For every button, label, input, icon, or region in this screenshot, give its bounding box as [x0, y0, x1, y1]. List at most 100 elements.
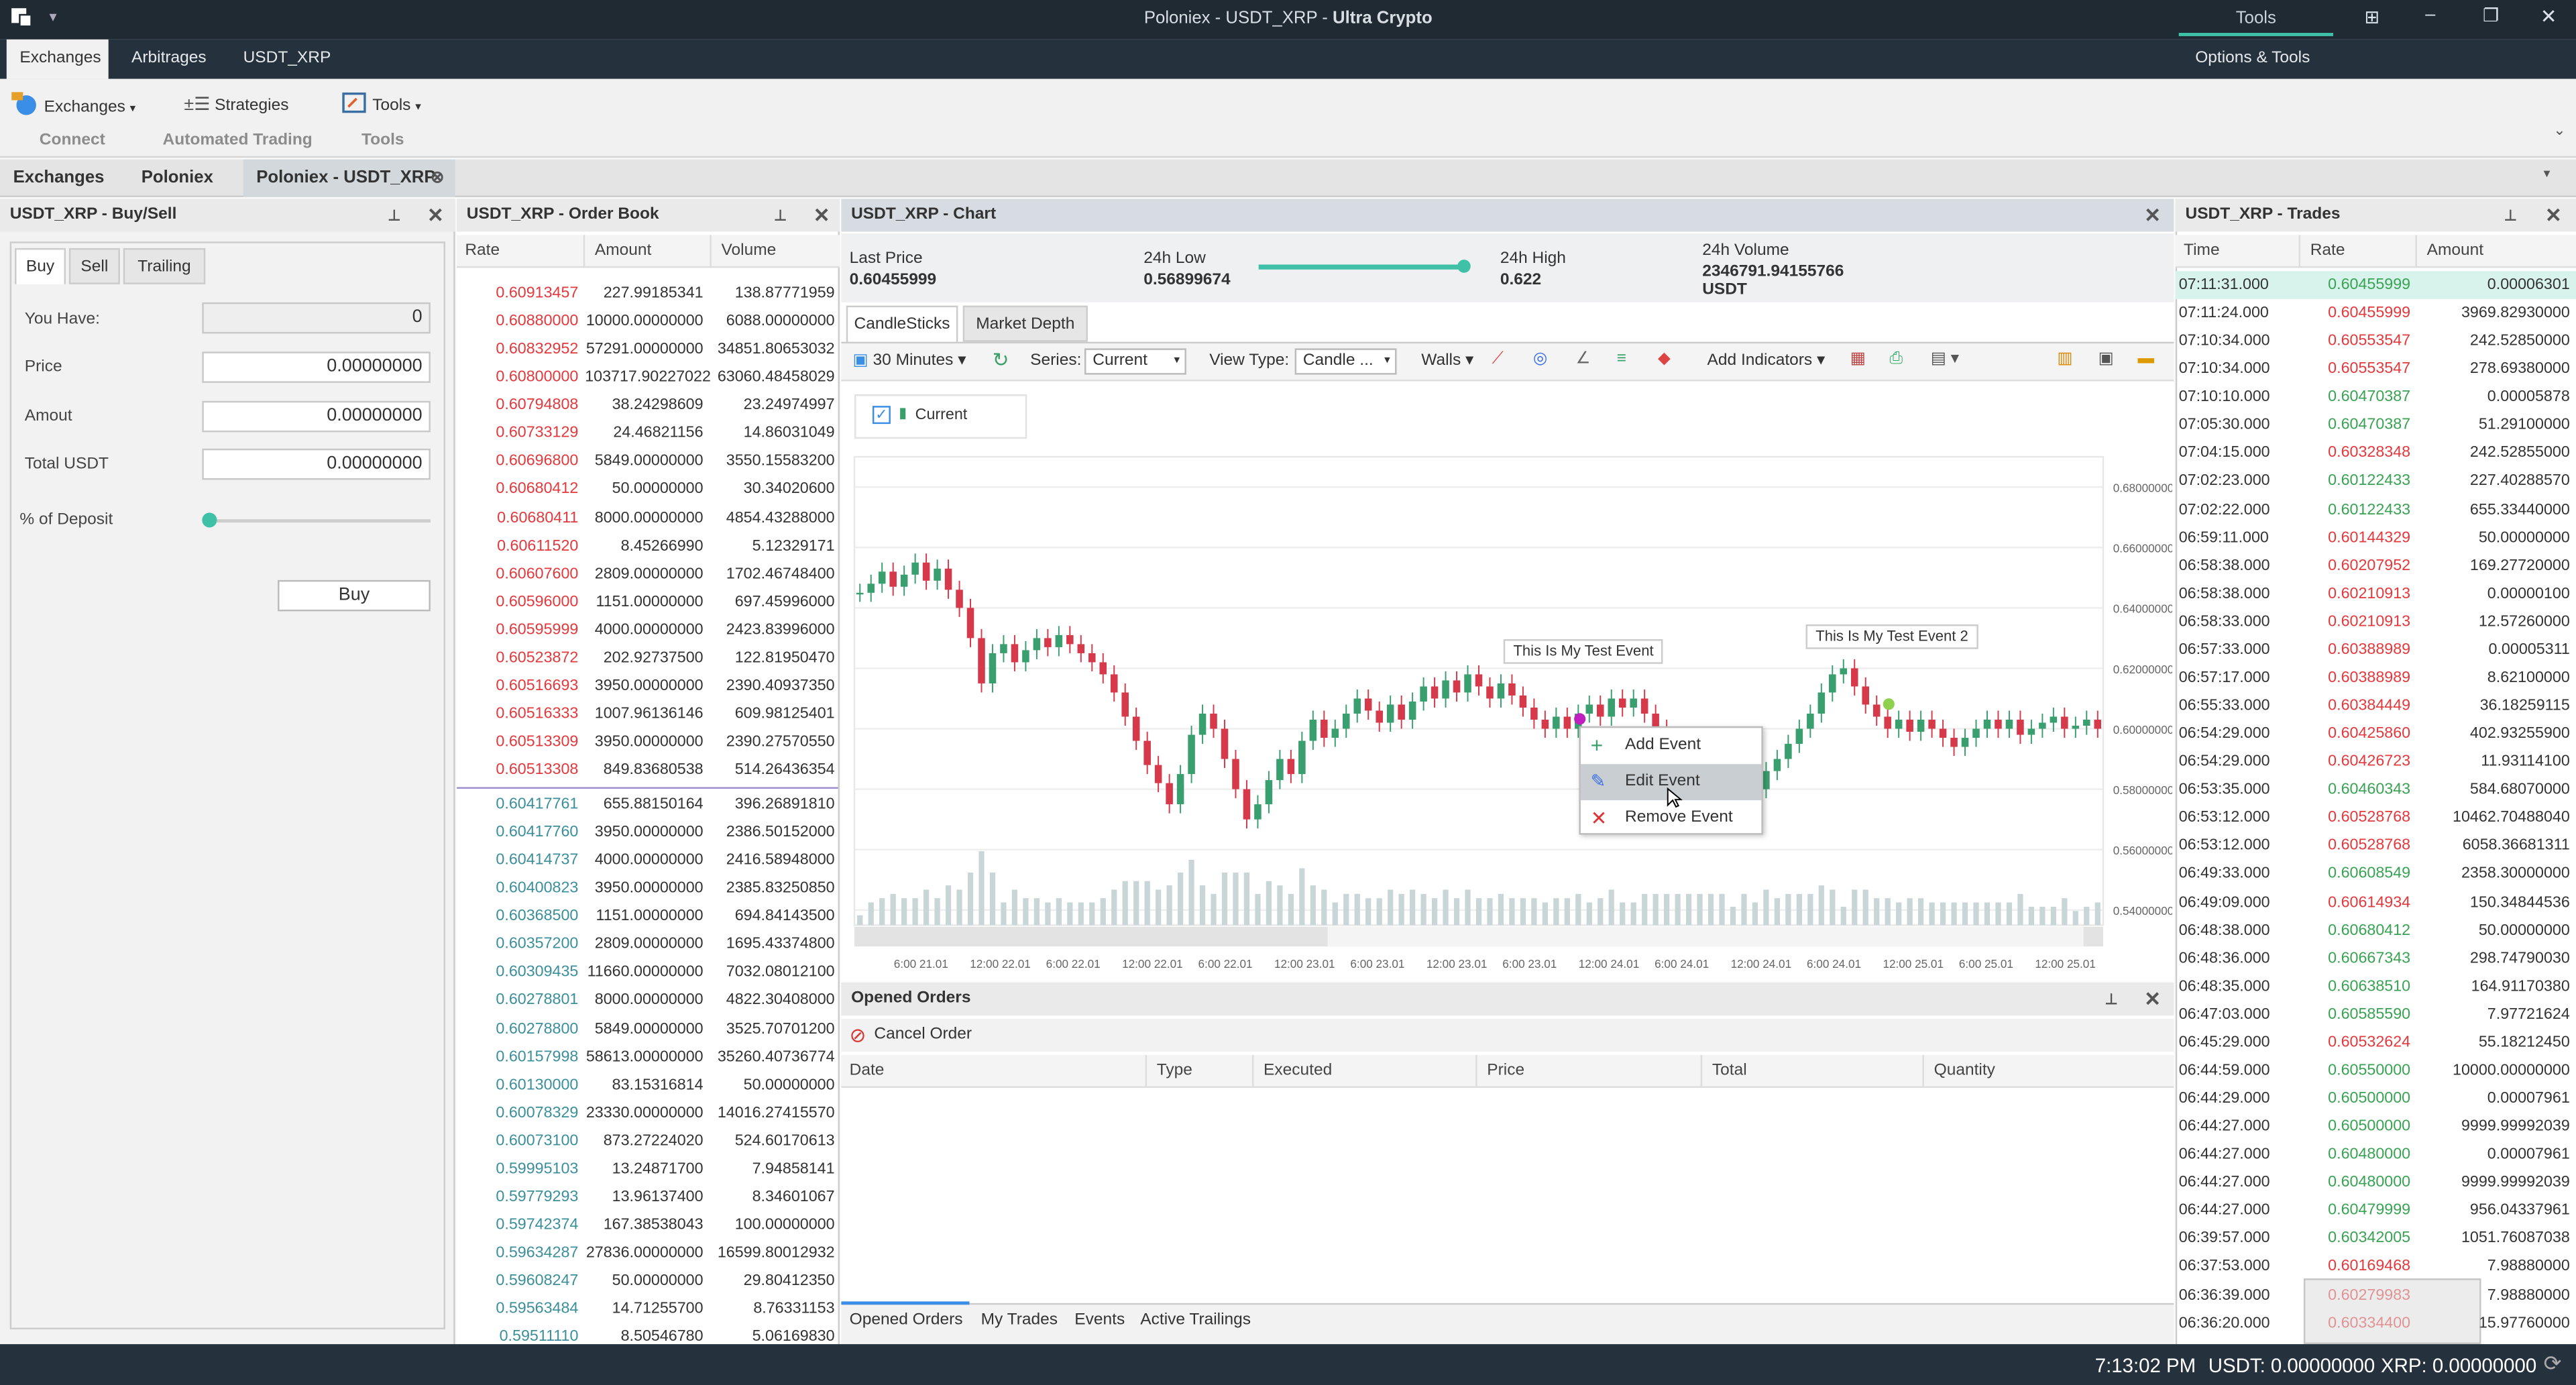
tab-my-trades[interactable]: My Trades — [981, 1311, 1058, 1330]
candle-body[interactable] — [1143, 740, 1151, 765]
candle-body[interactable] — [1475, 674, 1483, 687]
trade-row[interactable]: 06:59:11.000 0.60144329 50.00000000 — [2176, 524, 2576, 552]
candle-body[interactable] — [1243, 789, 1251, 820]
candle-body[interactable] — [856, 592, 864, 595]
order-book-row[interactable]: 0.60607600 2809.00000000 1702.46748400 — [457, 560, 838, 588]
candle-body[interactable] — [1386, 704, 1394, 723]
pin-icon[interactable]: ⊥ — [773, 207, 787, 224]
event-label-1[interactable]: This Is My Test Event — [1503, 639, 1664, 664]
candle-body[interactable] — [1287, 759, 1295, 775]
candle-body[interactable] — [2027, 728, 2035, 735]
col-date[interactable]: Date — [849, 1061, 885, 1080]
order-book-row[interactable]: 0.60595999 4000.00000000 2423.83996000 — [457, 616, 838, 644]
save-icon[interactable]: ▣ — [2098, 349, 2114, 368]
trade-row[interactable]: 06:54:29.000 0.60426723 11.93114100 — [2176, 748, 2576, 776]
layout-icon[interactable]: ⊞ — [2364, 8, 2380, 28]
candle-body[interactable] — [1188, 734, 1195, 775]
order-book-row[interactable]: 0.59634287 27836.00000000 16599.80012932 — [457, 1239, 838, 1268]
candle-body[interactable] — [1221, 728, 1229, 759]
candle-body[interactable] — [1995, 720, 2002, 729]
order-book-row[interactable]: 0.60078329 23330.00000000 14016.27415570 — [457, 1099, 838, 1127]
candle-body[interactable] — [978, 638, 985, 683]
event-marker-1[interactable] — [1574, 713, 1586, 725]
order-book-row[interactable]: 0.60278801 8000.00000000 4822.30408000 — [457, 987, 838, 1015]
chart-scroll-thumb[interactable] — [1327, 926, 2084, 947]
candle-body[interactable] — [2094, 720, 2102, 729]
candle-body[interactable] — [1232, 759, 1239, 789]
candle-body[interactable] — [1608, 698, 1616, 717]
trade-row[interactable]: 06:39:57.000 0.60342005 1051.76087038 — [2176, 1225, 2576, 1253]
candle-body[interactable] — [1298, 740, 1306, 775]
candlestick-chart[interactable]: 0.68000000 0.66000000 0.64000000 0.62000000… — [848, 447, 2172, 976]
col-executed[interactable]: Executed — [1251, 1054, 1332, 1088]
trade-row[interactable]: 06:54:29.000 0.60425860 402.93255900 — [2176, 720, 2576, 748]
candle-body[interactable] — [1154, 765, 1162, 783]
export-icon[interactable]: ▦ — [1850, 349, 1866, 368]
candle-body[interactable] — [1353, 698, 1361, 714]
candle-body[interactable] — [1121, 692, 1129, 717]
series-dropdown[interactable]: Current ▾ — [1084, 348, 1186, 375]
pin-icon[interactable]: ⊥ — [2504, 207, 2518, 224]
order-book-row[interactable]: 0.60513309 3950.00000000 2390.27570550 — [457, 728, 838, 757]
candle-body[interactable] — [1652, 714, 1659, 729]
order-book-row[interactable]: 0.60680411 8000.00000000 4854.43288000 — [457, 504, 838, 532]
candle-body[interactable] — [1486, 686, 1494, 699]
trade-row[interactable]: 06:36:20.0000.6033440015.97760000 — [2176, 1309, 2576, 1337]
candle-body[interactable] — [867, 584, 875, 593]
trade-row[interactable]: 06:49:09.000 0.60614934 150.34844536 — [2176, 888, 2576, 916]
trade-row[interactable]: 06:57:17.000 0.60388989 8.62100000 — [2176, 664, 2576, 692]
candle-body[interactable] — [1265, 780, 1273, 805]
candle-body[interactable] — [1254, 804, 1262, 820]
order-book-row[interactable]: 0.60913457 227.99185341 138.87771959 — [457, 280, 838, 308]
candle-body[interactable] — [966, 608, 974, 639]
trade-row[interactable]: 06:48:38.000 0.60680412 50.00000000 — [2176, 916, 2576, 944]
trade-row[interactable]: 07:02:22.000 0.60122433 655.33440000 — [2176, 496, 2576, 524]
order-book-row[interactable]: 0.60368500 1151.00000000 694.84143500 — [457, 903, 838, 931]
candle-body[interactable] — [1872, 704, 1881, 717]
candle-body[interactable] — [1066, 634, 1074, 645]
trade-row[interactable]: 07:02:23.000 0.60122433 227.40288570 — [2176, 467, 2576, 496]
candle-body[interactable] — [1530, 708, 1538, 720]
menu-remove-event[interactable]: ✕ Remove Event — [1581, 800, 1762, 836]
trade-row[interactable]: 06:48:35.000 0.60638510 164.91170380 — [2176, 973, 2576, 1001]
trade-row[interactable]: 07:05:30.000 0.60470387 51.29100000 — [2176, 411, 2576, 439]
buy-button[interactable]: Buy — [278, 579, 431, 612]
trendline-icon[interactable]: ⟋ — [1492, 349, 1504, 368]
candle-body[interactable] — [2039, 722, 2046, 729]
candle-body[interactable] — [1972, 728, 1980, 738]
trade-row[interactable]: 06:58:38.000 0.60207952 169.27720000 — [2176, 551, 2576, 579]
candle-body[interactable] — [989, 653, 997, 683]
candle-body[interactable] — [1630, 698, 1637, 708]
lines-icon[interactable]: ≡ — [1616, 349, 1627, 368]
close-panel-icon[interactable]: ✕ — [2144, 987, 2161, 1011]
candle-body[interactable] — [956, 590, 963, 608]
trade-row[interactable]: 06:55:33.000 0.60384449 36.18259115 — [2176, 692, 2576, 720]
refresh-icon[interactable]: ↻ — [992, 348, 1009, 372]
candle-body[interactable] — [944, 568, 952, 590]
tab-active-trailings[interactable]: Active Trailings — [1140, 1311, 1251, 1330]
total-field[interactable]: 0.00000000 — [202, 448, 431, 480]
trade-row[interactable]: 06:44:27.000 0.60480000 9999.99992039 — [2176, 1169, 2576, 1197]
candle-body[interactable] — [1640, 698, 1648, 714]
order-book-row[interactable]: 0.59511110 8.50546780 5.06169830 — [457, 1323, 838, 1351]
candle-body[interactable] — [1198, 714, 1207, 735]
trade-row[interactable]: 06:37:53.000 0.60169468 7.98880000 — [2176, 1253, 2576, 1281]
close-panel-icon[interactable]: ✕ — [427, 203, 444, 227]
candle-body[interactable] — [1044, 638, 1052, 647]
strategies-ribbon-button[interactable]: ±☰ Strategies — [184, 92, 288, 118]
candle-body[interactable] — [2072, 726, 2080, 729]
order-book-row[interactable]: 0.60357200 2809.00000000 1695.43374800 — [457, 931, 838, 959]
candle-body[interactable] — [1110, 674, 1118, 693]
tab-opened-orders[interactable]: Opened Orders — [849, 1311, 963, 1330]
order-book-row[interactable]: 0.59779293 13.96137400 8.34601067 — [457, 1183, 838, 1211]
cancel-order-button[interactable]: ⊘ Cancel Order — [841, 1019, 2174, 1052]
candle-body[interactable] — [2017, 720, 2024, 735]
menu-exchanges[interactable]: Exchanges — [6, 39, 109, 79]
trade-row[interactable]: 06:45:29.000 0.60532624 55.18212450 — [2176, 1028, 2576, 1056]
tab-market-depth[interactable]: Market Depth — [962, 305, 1088, 342]
trade-row[interactable]: 06:49:33.000 0.60608549 2358.30000000 — [2176, 860, 2576, 888]
candle-body[interactable] — [1829, 674, 1836, 693]
col-volume[interactable]: Volume — [710, 235, 776, 268]
trade-row[interactable]: 06:47:03.000 0.60585590 7.97721624 — [2176, 1001, 2576, 1029]
candle-body[interactable] — [2050, 716, 2058, 723]
